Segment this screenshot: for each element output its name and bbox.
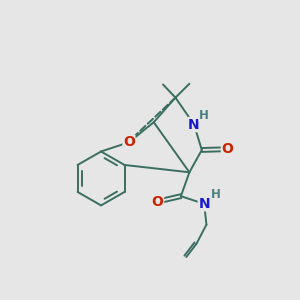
Text: N: N <box>188 118 200 131</box>
Text: H: H <box>199 109 209 122</box>
Text: O: O <box>123 135 135 149</box>
Text: O: O <box>152 195 164 208</box>
Text: O: O <box>221 142 233 156</box>
Text: H: H <box>211 188 221 201</box>
Text: N: N <box>198 197 210 211</box>
